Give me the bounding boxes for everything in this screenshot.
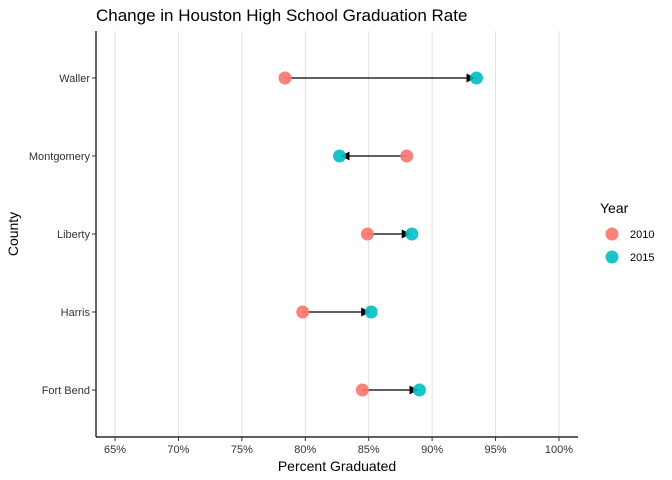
point-2015-waller (470, 71, 484, 85)
point-2010-montgomery (400, 149, 414, 163)
x-tick-label: 70% (167, 444, 189, 456)
y-tick-label-montgomery: Montgomery (29, 151, 91, 163)
x-tick-label: 85% (358, 444, 380, 456)
x-axis-title: Percent Graduated (278, 458, 396, 474)
legend-key-2010 (605, 227, 619, 241)
point-2010-liberty (360, 227, 374, 241)
y-axis-title: County (5, 212, 21, 256)
legend-label-2010: 2010 (630, 229, 654, 241)
legend-label-2015: 2015 (630, 252, 654, 264)
x-axis-ticks: 65% 70% 75% 80% 85% 90% 95% 100% (104, 437, 573, 456)
chart-title: Change in Houston High School Graduation… (96, 6, 467, 25)
y-tick-label-fort-bend: Fort Bend (42, 385, 90, 397)
x-tick-label: 65% (104, 444, 126, 456)
point-2015-liberty (405, 227, 419, 241)
x-tick-label: 100% (545, 444, 573, 456)
y-tick-label-waller: Waller (59, 73, 90, 85)
x-tick-label: 80% (294, 444, 316, 456)
legend-title: Year (600, 200, 629, 216)
point-2015-montgomery (333, 149, 347, 163)
change-arrows (284, 73, 476, 395)
data-points (278, 71, 484, 397)
x-tick-label: 75% (231, 444, 253, 456)
y-tick-label-liberty: Liberty (57, 229, 91, 241)
y-tick-label-harris: Harris (61, 307, 91, 319)
gridlines (114, 31, 560, 437)
point-2010-waller (278, 71, 292, 85)
point-2015-harris (364, 305, 378, 319)
legend-key-2015 (605, 250, 619, 264)
point-2010-fort-bend (355, 383, 369, 397)
x-tick-label: 90% (421, 444, 443, 456)
point-2015-fort-bend (412, 383, 426, 397)
x-tick-label: 95% (485, 444, 507, 456)
y-axis-ticks: Waller Montgomery Liberty Harris Fort Bend (29, 73, 96, 397)
point-2010-harris (296, 305, 310, 319)
legend: Year 2010 2015 (600, 200, 654, 264)
